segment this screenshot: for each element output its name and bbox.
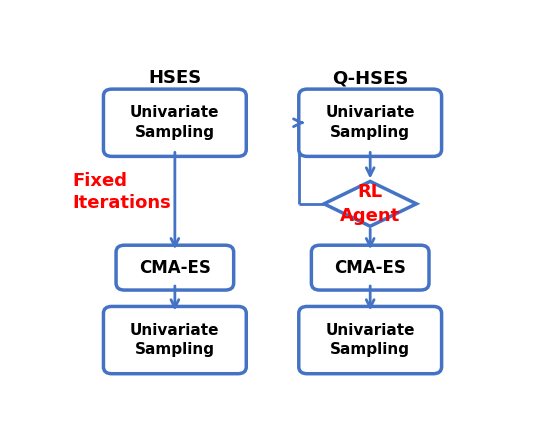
FancyBboxPatch shape <box>104 306 246 374</box>
FancyBboxPatch shape <box>311 245 429 290</box>
Polygon shape <box>324 181 416 226</box>
Text: Univariate
Sampling: Univariate Sampling <box>325 105 415 140</box>
FancyBboxPatch shape <box>116 245 234 290</box>
FancyBboxPatch shape <box>299 89 442 156</box>
FancyBboxPatch shape <box>299 306 442 374</box>
Text: Q-HSES: Q-HSES <box>332 69 408 87</box>
FancyBboxPatch shape <box>104 89 246 156</box>
Text: HSES: HSES <box>149 69 202 87</box>
Text: RL
Agent: RL Agent <box>340 183 401 224</box>
Text: Univariate
Sampling: Univariate Sampling <box>325 323 415 358</box>
Text: Univariate
Sampling: Univariate Sampling <box>130 105 220 140</box>
Text: CMA-ES: CMA-ES <box>334 258 406 276</box>
Text: Univariate
Sampling: Univariate Sampling <box>130 323 220 358</box>
Text: CMA-ES: CMA-ES <box>139 258 211 276</box>
Text: Fixed
Iterations: Fixed Iterations <box>72 172 171 212</box>
